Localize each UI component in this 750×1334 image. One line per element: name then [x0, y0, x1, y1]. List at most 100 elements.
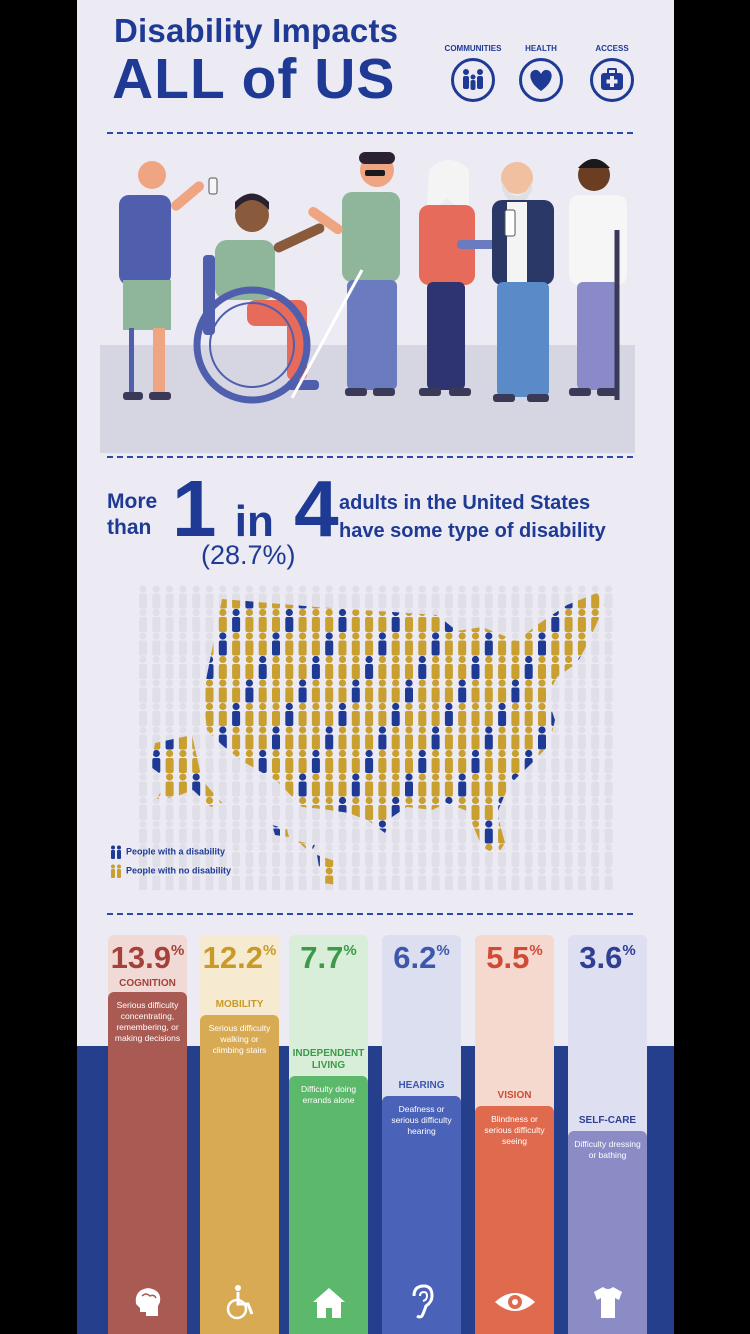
- map-person-icon: [232, 608, 241, 632]
- map-person-icon: [325, 702, 334, 726]
- map-person-icon: [551, 796, 560, 820]
- map-person-icon: [471, 796, 480, 820]
- map-person-icon: [431, 702, 440, 726]
- map-person-icon: [232, 843, 241, 867]
- divider-2: [107, 456, 633, 458]
- map-person-icon: [458, 632, 467, 656]
- bar-description: Difficulty doing errands alone: [300, 1084, 357, 1105]
- map-person-icon: [285, 726, 294, 750]
- bar-value-unit: %: [622, 942, 636, 959]
- map-person-icon: [218, 749, 227, 773]
- map-person-icon: [232, 867, 241, 890]
- map-person-icon: [458, 820, 467, 844]
- map-person-icon: [551, 867, 560, 890]
- map-person-icon: [418, 820, 427, 844]
- stat-suffix: adults in the United States have some ty…: [339, 492, 606, 542]
- bar-value-label: 5.5%: [472, 940, 557, 976]
- map-person-icon: [351, 655, 360, 679]
- map-person-icon: [418, 726, 427, 750]
- map-person-icon: [378, 796, 387, 820]
- map-person-icon: [524, 820, 533, 844]
- bar-value-unit: %: [436, 942, 450, 959]
- map-person-icon: [511, 820, 520, 844]
- map-person-icon: [232, 773, 241, 797]
- map-person-icon: [139, 679, 147, 703]
- map-person-icon: [311, 726, 320, 750]
- map-person-icon: [471, 773, 480, 797]
- map-person-icon: [218, 608, 227, 632]
- map-person-icon: [258, 632, 267, 656]
- map-person-icon: [591, 593, 600, 609]
- map-person-icon: [351, 702, 360, 726]
- infographic-panel: Disability Impacts ALL of US COMMUNITIES…: [77, 0, 674, 1334]
- map-person-icon: [285, 702, 294, 726]
- map-person-icon: [498, 726, 507, 750]
- map-person-icon: [604, 702, 613, 726]
- map-person-icon: [484, 773, 493, 797]
- map-person-icon: [338, 632, 347, 656]
- map-person-icon: [405, 585, 413, 609]
- map-person-icon: [245, 867, 254, 890]
- map-person-icon: [431, 585, 440, 609]
- map-person-icon: [391, 726, 400, 750]
- map-person-icon: [178, 773, 187, 797]
- map-person-icon: [431, 679, 440, 703]
- map-person-icon: [285, 679, 294, 703]
- bar-value-label: 3.6%: [565, 940, 650, 976]
- map-person-icon: [378, 655, 387, 679]
- map-person-icon: [538, 820, 546, 844]
- map-person-icon: [458, 773, 467, 797]
- map-person-icon: [298, 655, 307, 679]
- map-person-icon: [604, 843, 613, 867]
- bar-value-label: 13.9%: [105, 940, 190, 976]
- map-person-icon: [551, 726, 560, 750]
- bar-category-label: HEARING: [398, 1080, 445, 1091]
- bar-value-number: 6.2: [393, 940, 437, 975]
- map-person-icon: [418, 655, 427, 679]
- map-person-icon: [524, 726, 533, 750]
- map-person-icon: [232, 632, 241, 656]
- map-person-icon: [152, 585, 161, 609]
- brain-icon: [108, 1282, 187, 1327]
- map-person-icon: [152, 679, 161, 703]
- map-person-icon: [604, 773, 613, 797]
- map-person-icon: [232, 820, 241, 844]
- map-person-icon: [152, 608, 161, 632]
- map-person-icon: [338, 749, 347, 773]
- bar-value-number: 3.6: [579, 940, 623, 975]
- map-person-icon: [325, 679, 334, 703]
- map-person-icon: [152, 632, 161, 656]
- legend-without-label: People with no disability: [126, 865, 232, 876]
- stat-ratio-numerator: 1: [172, 464, 216, 553]
- map-person-icon: [365, 632, 374, 656]
- map-person-icon: [391, 843, 400, 867]
- map-person-icon: [498, 608, 507, 632]
- map-person-icon: [192, 796, 201, 820]
- map-person-icon: [405, 749, 413, 773]
- bar-description: Deafness or serious difficulty hearing: [391, 1104, 452, 1136]
- map-person-icon: [272, 655, 280, 679]
- map-person-icon: [218, 773, 227, 797]
- map-person-icon: [178, 632, 187, 656]
- health-topic: HEALTH: [506, 44, 576, 107]
- map-person-icon: [564, 702, 573, 726]
- map-person-icon: [365, 585, 374, 609]
- map-person-icon: [444, 820, 453, 844]
- map-person-icon: [245, 726, 254, 750]
- map-person-icon: [604, 820, 613, 844]
- house-icon: [289, 1282, 368, 1327]
- map-person-icon: [365, 702, 374, 726]
- map-person-icon: [338, 726, 347, 750]
- map-person-icon: [484, 679, 493, 703]
- map-person-icon: [152, 655, 161, 679]
- map-person-icon: [577, 726, 586, 750]
- map-person-icon: [165, 749, 174, 773]
- map-person-icon: [338, 867, 347, 890]
- bar-fill-4: [382, 1096, 461, 1334]
- map-person-icon: [365, 726, 374, 750]
- map-person-icon: [498, 773, 507, 797]
- map-person-icon: [391, 585, 400, 609]
- map-person-icon: [391, 820, 400, 844]
- wheelchair-icon: [200, 1282, 279, 1327]
- map-person-icon: [591, 632, 600, 656]
